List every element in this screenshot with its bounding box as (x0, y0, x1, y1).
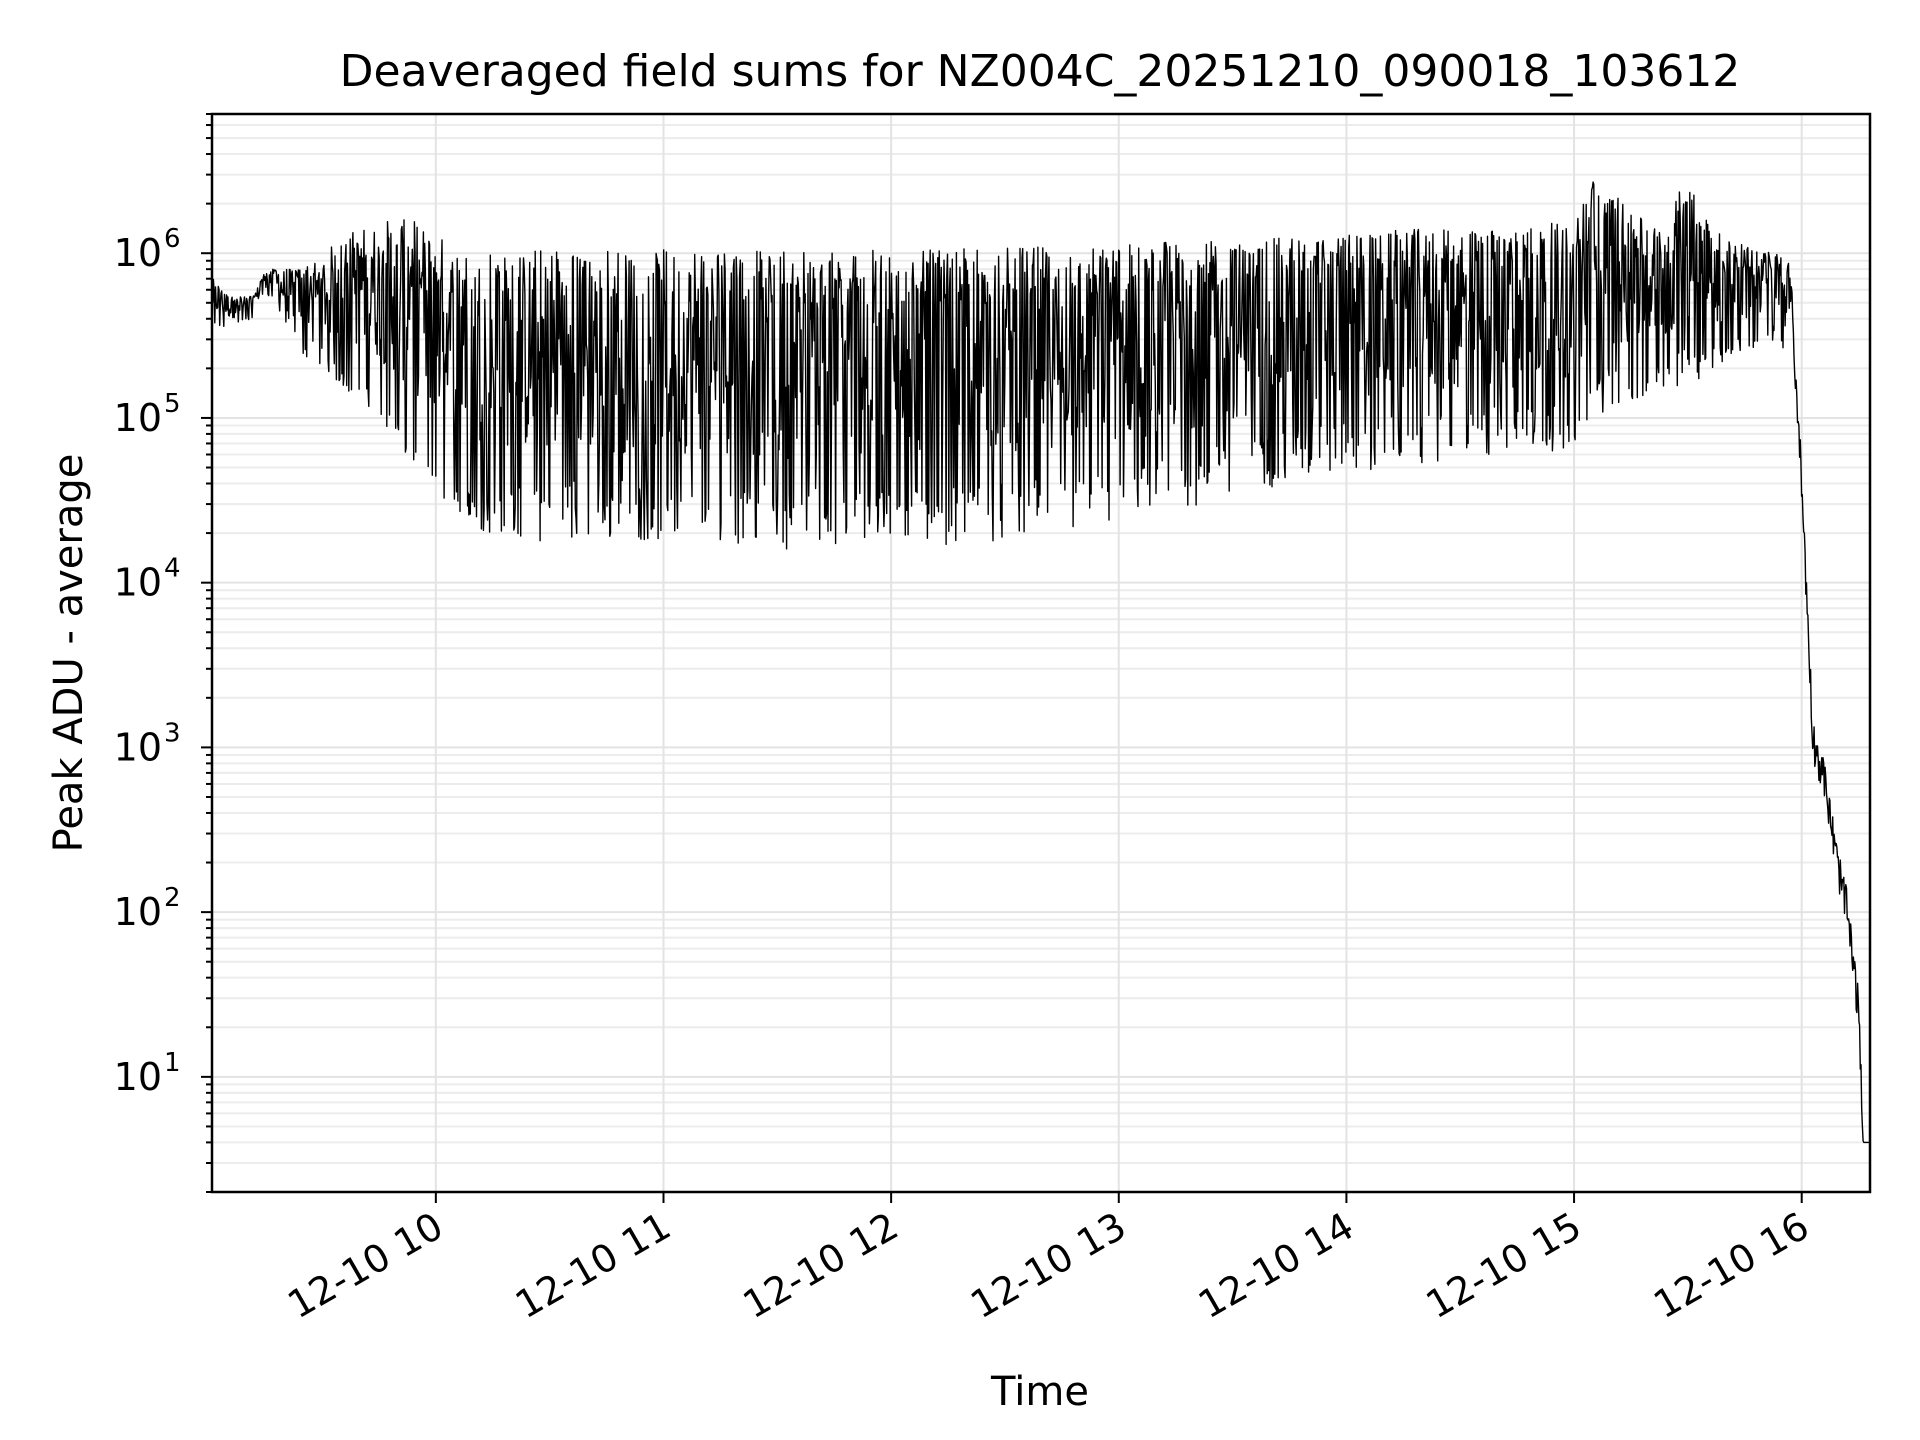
plot-frame (210, 112, 1872, 1194)
y-tick-exponent: 6 (164, 224, 181, 254)
y-tick-exponent: 5 (164, 389, 181, 419)
y-tick-label: 10 (114, 231, 162, 275)
x-axis-label: Time (990, 1369, 1089, 1415)
series-group (212, 181, 1871, 1144)
y-tick-label: 10 (114, 725, 162, 769)
y-tick-label: 10 (114, 1055, 162, 1099)
y-axis-label: Peak ADU - average (46, 454, 92, 853)
y-tick-exponent: 2 (164, 883, 181, 913)
y-tick-exponent: 4 (164, 554, 181, 584)
y-tick-exponent: 3 (164, 718, 181, 748)
series-line (212, 181, 1871, 1144)
y-tick-exponent: 1 (164, 1048, 181, 1078)
chart-title: Deaveraged field sums for NZ004C_2025121… (340, 46, 1741, 97)
y-tick-label: 10 (114, 890, 162, 934)
y-tick-label: 10 (114, 561, 162, 605)
y-tick-label: 10 (114, 396, 162, 440)
